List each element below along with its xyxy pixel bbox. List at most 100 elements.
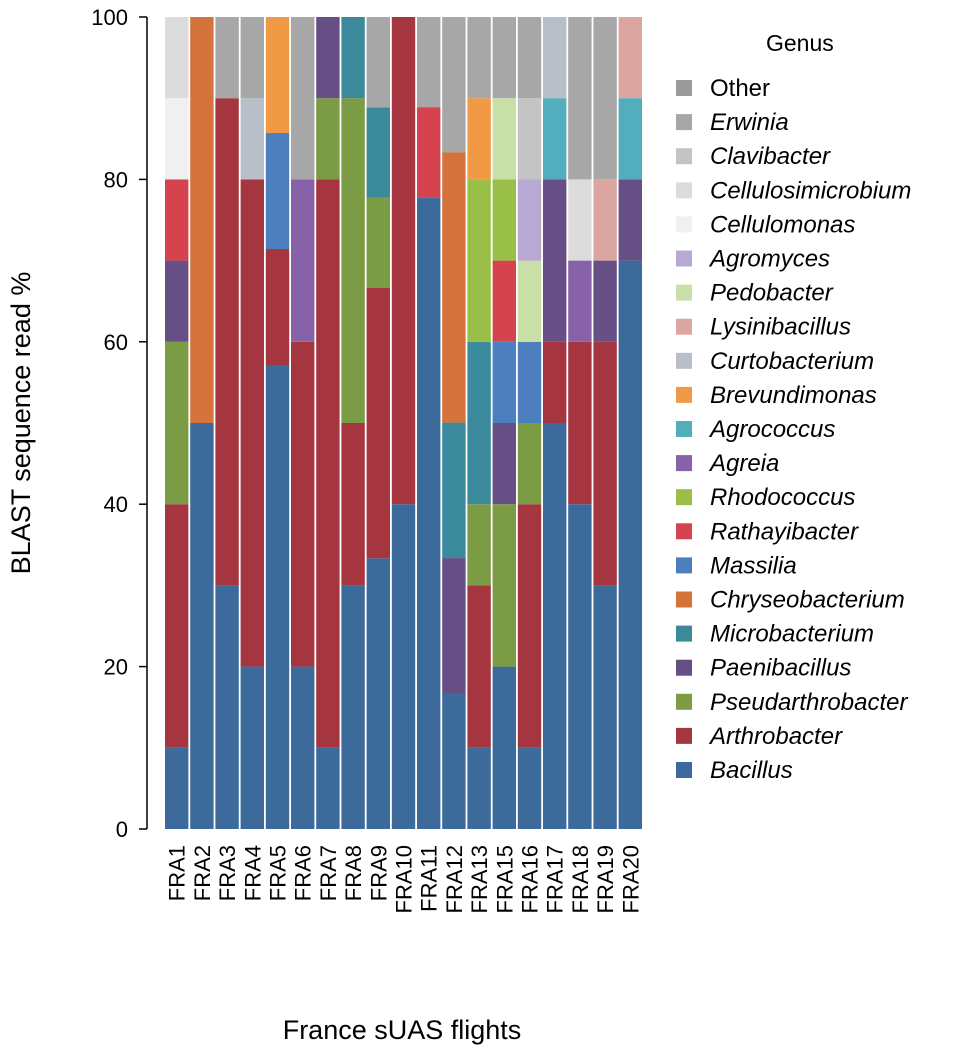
bar-segment-FRA1-bacillus (165, 747, 189, 829)
y-tick-label-0: 0 (116, 817, 128, 842)
legend-label-arthrobacter: Arthrobacter (708, 723, 843, 750)
legend-swatch-agrococcus (676, 421, 692, 437)
x-tick-label-FRA16: FRA16 (518, 845, 543, 913)
legend-label-massilia: Massilia (710, 552, 797, 579)
legend-label-chryseobacterium: Chryseobacterium (710, 587, 905, 614)
bar-segment-FRA8-arthrobacter (341, 423, 365, 586)
bar-segment-FRA20-paenibacillus (618, 179, 642, 261)
legend: Genus Other Erwinia Clavibacter Cellulosimi… (676, 30, 911, 784)
bar-segment-FRA18-erwinia (568, 17, 592, 180)
legend-swatch-brevundimonas (676, 386, 692, 403)
legend-swatch-erwinia (676, 114, 692, 131)
bar-segment-FRA12-paenibacillus (442, 558, 466, 694)
bar-segment-FRA8-pseudarthrobacter (341, 98, 365, 423)
x-tick-label-FRA12: FRA12 (442, 845, 467, 913)
legend-label-agromyces: Agromyces (708, 246, 830, 273)
legend-swatch-clavibacter (676, 148, 692, 165)
bar-segment-FRA15-paenibacillus (492, 423, 516, 505)
bar-segment-FRA5-massilia (265, 133, 290, 249)
bar-segment-FRA20-lysinibacillus (618, 17, 642, 99)
bar-segment-FRA5-bacillus (265, 365, 290, 829)
y-tick-label-100: 100 (91, 5, 128, 30)
y-tick-label-80: 80 (104, 167, 128, 192)
legend-label-lysinibacillus: Lysinibacillus (710, 314, 851, 341)
bar-segment-FRA20-agrococcus (618, 98, 642, 180)
legend-swatch-curtobacterium (676, 352, 692, 369)
bar-segment-FRA8-microbacterium (341, 17, 365, 99)
legend-swatch-cellulosimicrobium (676, 182, 692, 199)
bar-segment-FRA1-cellulomonas (165, 98, 189, 180)
bar-segment-FRA7-paenibacillus (316, 17, 340, 99)
bar-segment-FRA13-microbacterium (467, 341, 491, 505)
bar-segment-FRA20-bacillus (618, 260, 642, 830)
bar-segment-FRA13-rhodococcus (467, 179, 491, 342)
bar-segment-FRA4-erwinia (240, 17, 264, 99)
bar-segment-FRA11-erwinia (417, 17, 441, 108)
bar-segment-FRA15-erwinia (492, 17, 516, 99)
bar-segment-FRA3-erwinia (215, 17, 239, 99)
x-tick-label-FRA11: FRA11 (417, 845, 442, 912)
bar-segment-FRA16-agromyces (517, 179, 542, 261)
bar-segment-FRA10-bacillus (391, 504, 416, 829)
y-axis-title: BLAST sequence read % (6, 272, 36, 575)
x-tick-label-FRA9: FRA9 (366, 845, 391, 901)
y-tick-label-40: 40 (104, 492, 128, 517)
legend-swatch-bacillus (676, 762, 692, 778)
legend-swatch-pedobacter (676, 284, 692, 301)
bar-segment-FRA16-bacillus (517, 747, 542, 829)
bar-segment-FRA19-paenibacillus (593, 260, 617, 342)
bar-segment-FRA12-erwinia (442, 17, 466, 153)
y-tick-label-20: 20 (104, 655, 128, 680)
bar-segment-FRA13-brevundimonas (467, 98, 491, 180)
legend-label-rathayibacter: Rathayibacter (710, 518, 859, 545)
legend-label-paenibacillus: Paenibacillus (710, 655, 851, 682)
bar-segment-FRA16-clavibacter (517, 98, 542, 180)
bar-segment-FRA3-bacillus (215, 585, 239, 829)
bar-segment-FRA2-chryseobacterium (190, 17, 214, 423)
legend-swatch-paenibacillus (676, 659, 692, 676)
bar-segment-FRA6-agreia (291, 179, 315, 342)
bar-segment-FRA18-agreia (568, 260, 592, 342)
bar-segment-FRA15-pedobacter (492, 98, 516, 180)
bar-segment-FRA1-cellulosimicrobium (165, 17, 189, 99)
bar-segment-FRA5-arthrobacter (265, 249, 290, 365)
legend-swatch-lysinibacillus (676, 318, 692, 335)
x-tick-label-FRA17: FRA17 (543, 845, 568, 913)
bar-segment-FRA13-erwinia (467, 17, 491, 99)
legend-swatch-agreia (676, 455, 692, 472)
x-tick-label-FRA8: FRA8 (341, 845, 366, 901)
bar-segment-FRA13-pseudarthrobacter (467, 504, 491, 586)
bar-segment-FRA9-arthrobacter (366, 287, 390, 559)
bar-segment-FRA16-arthrobacter (517, 504, 542, 748)
bar-segment-FRA8-bacillus (341, 585, 365, 829)
bar-segment-FRA12-bacillus (442, 693, 466, 829)
bar-segment-FRA17-agrococcus (543, 98, 567, 180)
bar-segment-FRA19-arthrobacter (593, 341, 617, 586)
bar-segment-FRA18-bacillus (568, 504, 592, 829)
bar-segment-FRA4-curtobacterium (240, 98, 264, 180)
bar-segment-FRA16-massilia (517, 341, 542, 423)
bar-segment-FRA9-pseudarthrobacter (366, 197, 390, 288)
x-axis-title: France sUAS flights (283, 1015, 522, 1045)
bar-segment-FRA13-bacillus (467, 747, 491, 829)
bar-segment-FRA4-arthrobacter (240, 179, 264, 667)
legend-swatch-other (676, 80, 692, 96)
x-tick-label-FRA2: FRA2 (190, 845, 215, 901)
bar-segment-FRA4-bacillus (240, 666, 264, 829)
bar-segment-FRA16-erwinia (517, 17, 542, 99)
bar-segment-FRA5-brevundimonas (265, 17, 290, 133)
x-tick-label-FRA20: FRA20 (618, 845, 643, 913)
bar-segment-FRA7-pseudarthrobacter (316, 98, 340, 180)
x-tick-label-FRA3: FRA3 (215, 845, 240, 901)
bar-segment-FRA19-bacillus (593, 585, 617, 829)
bar-segment-FRA6-bacillus (291, 666, 315, 829)
bar-segment-FRA15-rathayibacter (492, 260, 516, 342)
legend-swatch-chryseobacterium (676, 591, 692, 608)
bar-segment-FRA1-paenibacillus (165, 260, 189, 342)
bar-segment-FRA18-cellulosimicrobium (568, 179, 592, 261)
legend-swatch-arthrobacter (676, 727, 692, 744)
legend-label-microbacterium: Microbacterium (710, 621, 874, 648)
legend-swatch-microbacterium (676, 625, 692, 642)
bar-segment-FRA16-pseudarthrobacter (517, 423, 542, 505)
legend-swatch-rhodococcus (676, 489, 692, 506)
